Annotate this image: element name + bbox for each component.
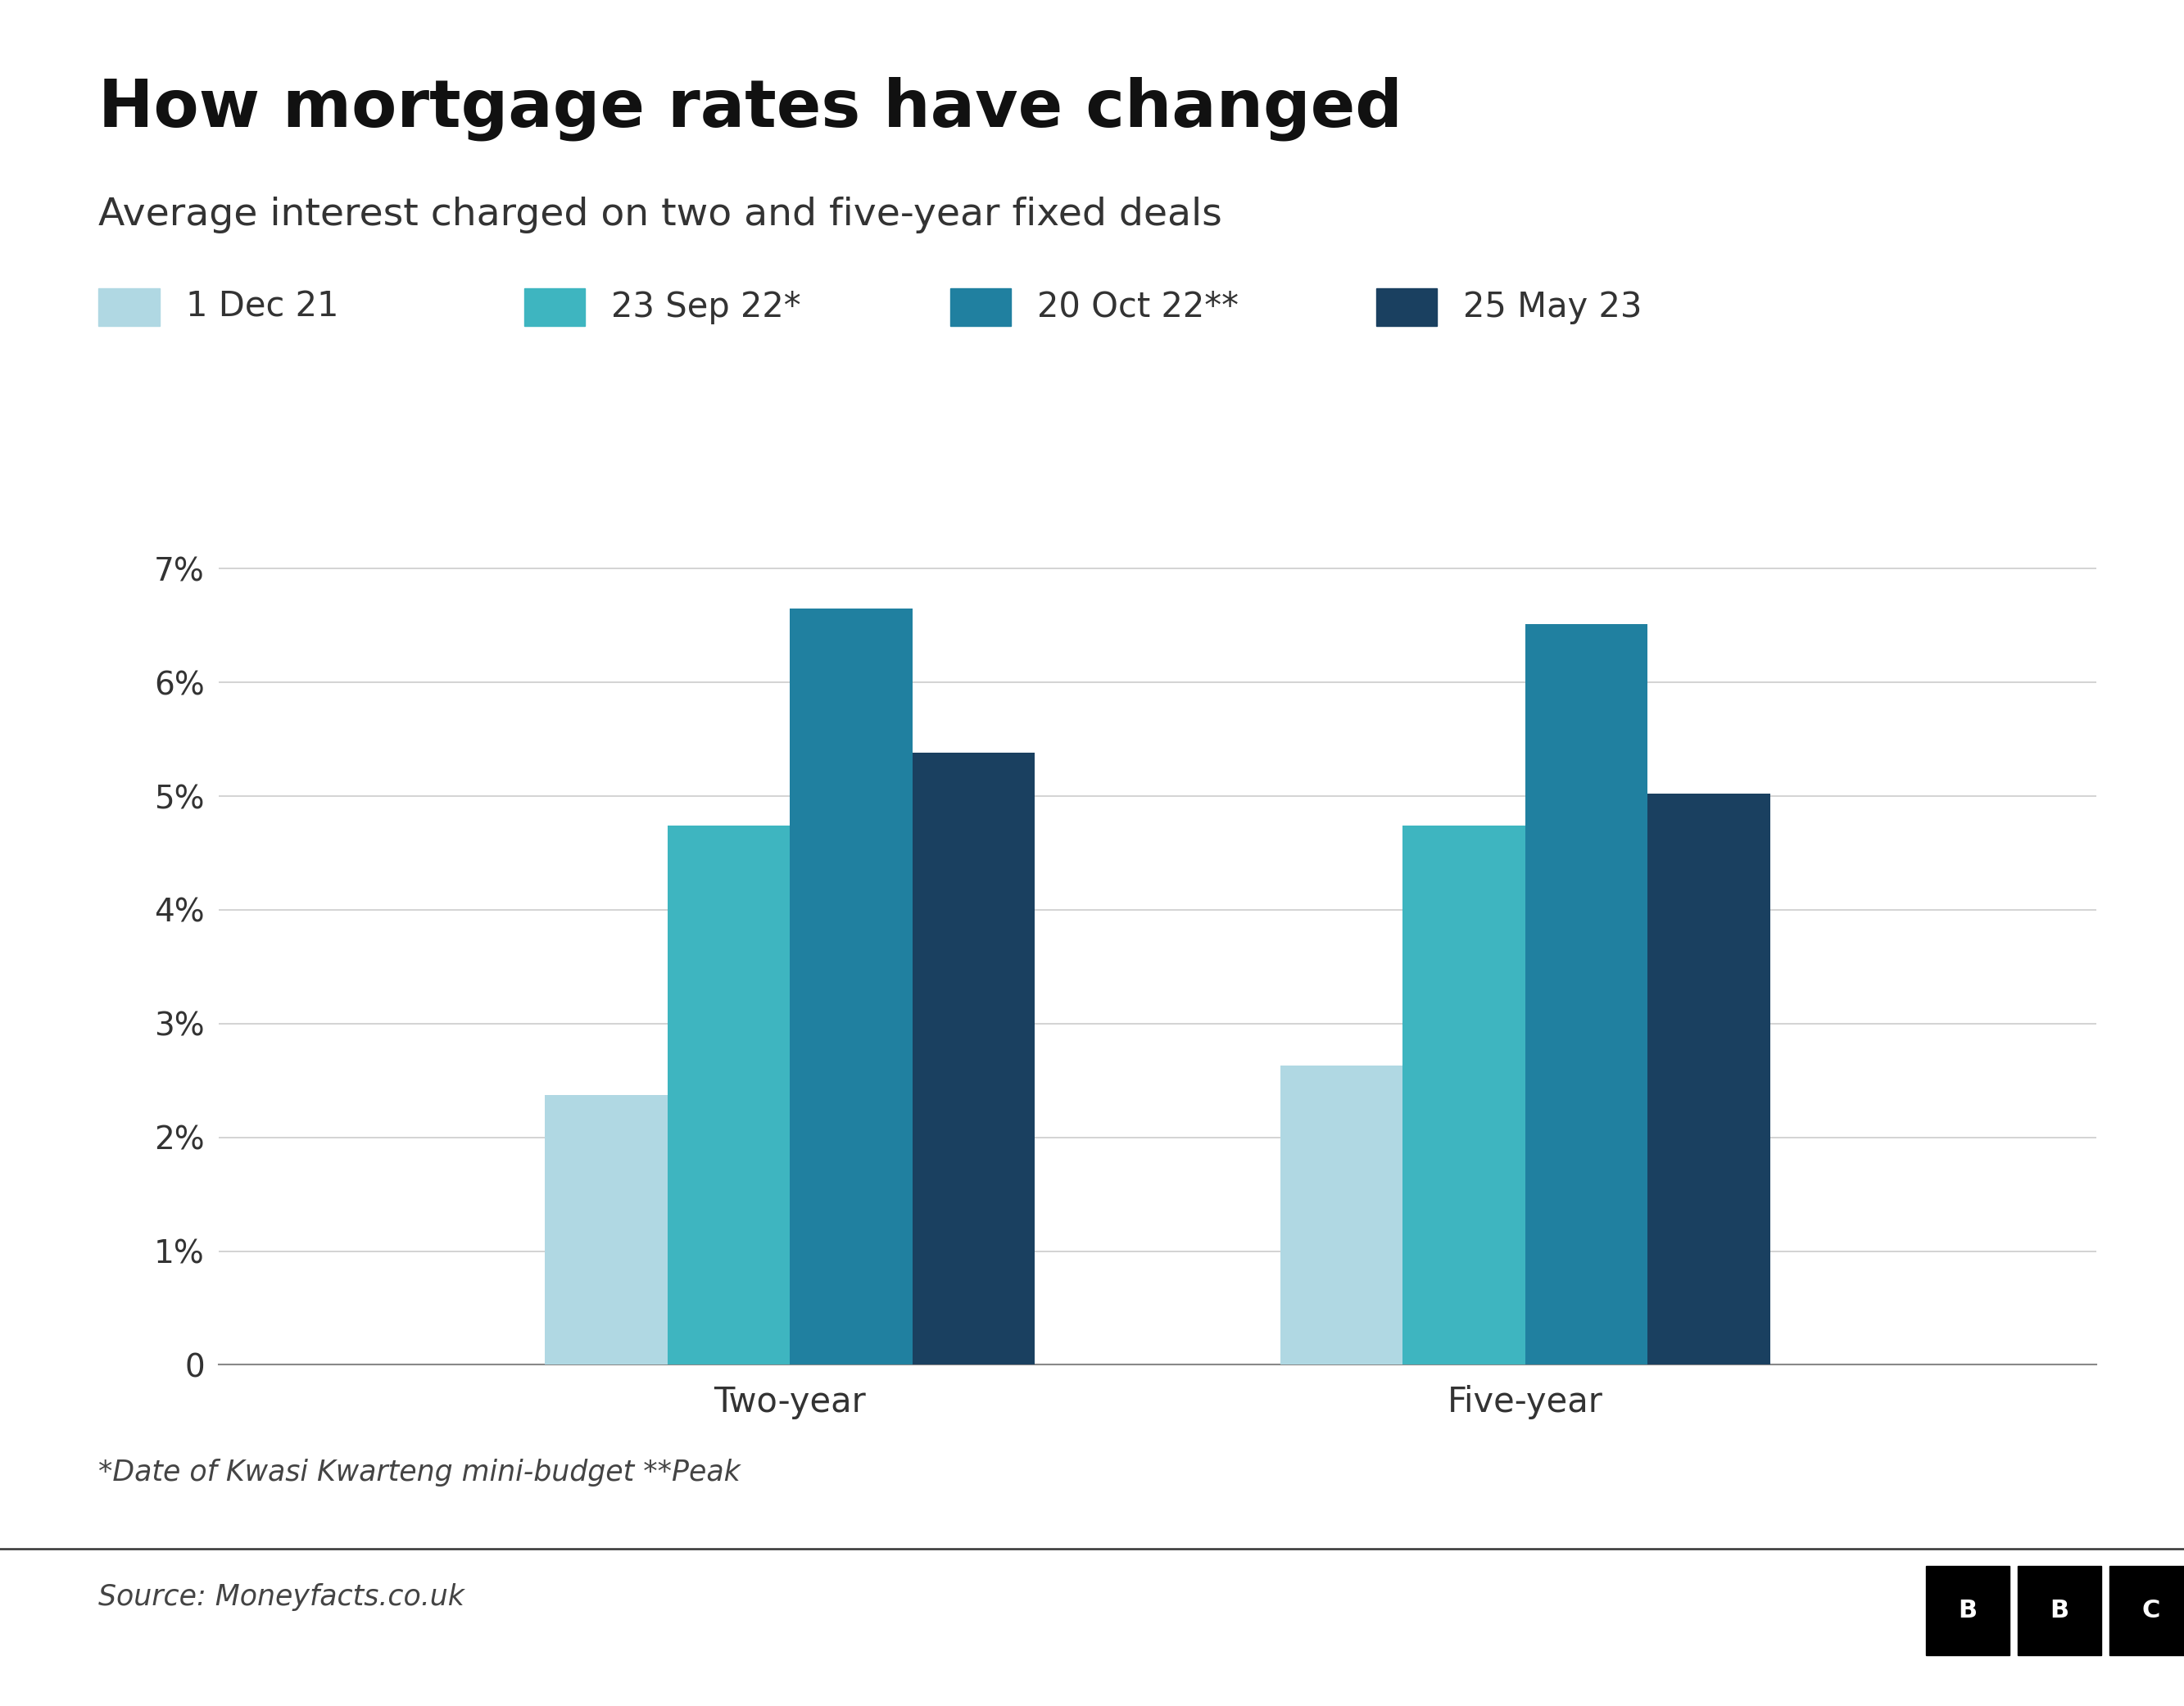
Bar	[1524, 624, 1647, 1365]
Text: 25 May 23: 25 May 23	[1463, 290, 1642, 324]
Bar	[791, 609, 913, 1365]
Text: 20 Oct 22**: 20 Oct 22**	[1037, 290, 1238, 324]
Bar	[1402, 826, 1524, 1365]
Text: B: B	[1959, 1599, 1977, 1622]
Bar	[668, 826, 791, 1365]
Bar	[1647, 793, 1769, 1365]
Text: 1 Dec 21: 1 Dec 21	[186, 290, 339, 324]
Text: Source: Moneyfacts.co.uk: Source: Moneyfacts.co.uk	[98, 1583, 465, 1610]
Text: Average interest charged on two and five-year fixed deals: Average interest charged on two and five…	[98, 196, 1223, 234]
Text: *Date of Kwasi Kwarteng mini-budget **Peak: *Date of Kwasi Kwarteng mini-budget **Pe…	[98, 1459, 740, 1486]
Bar	[1280, 1066, 1402, 1365]
Bar	[913, 752, 1035, 1365]
Text: How mortgage rates have changed: How mortgage rates have changed	[98, 77, 1402, 142]
Bar	[546, 1095, 668, 1365]
Text: 23 Sep 22*: 23 Sep 22*	[612, 290, 802, 324]
Text: B: B	[2051, 1599, 2068, 1622]
Text: C: C	[2143, 1599, 2160, 1622]
